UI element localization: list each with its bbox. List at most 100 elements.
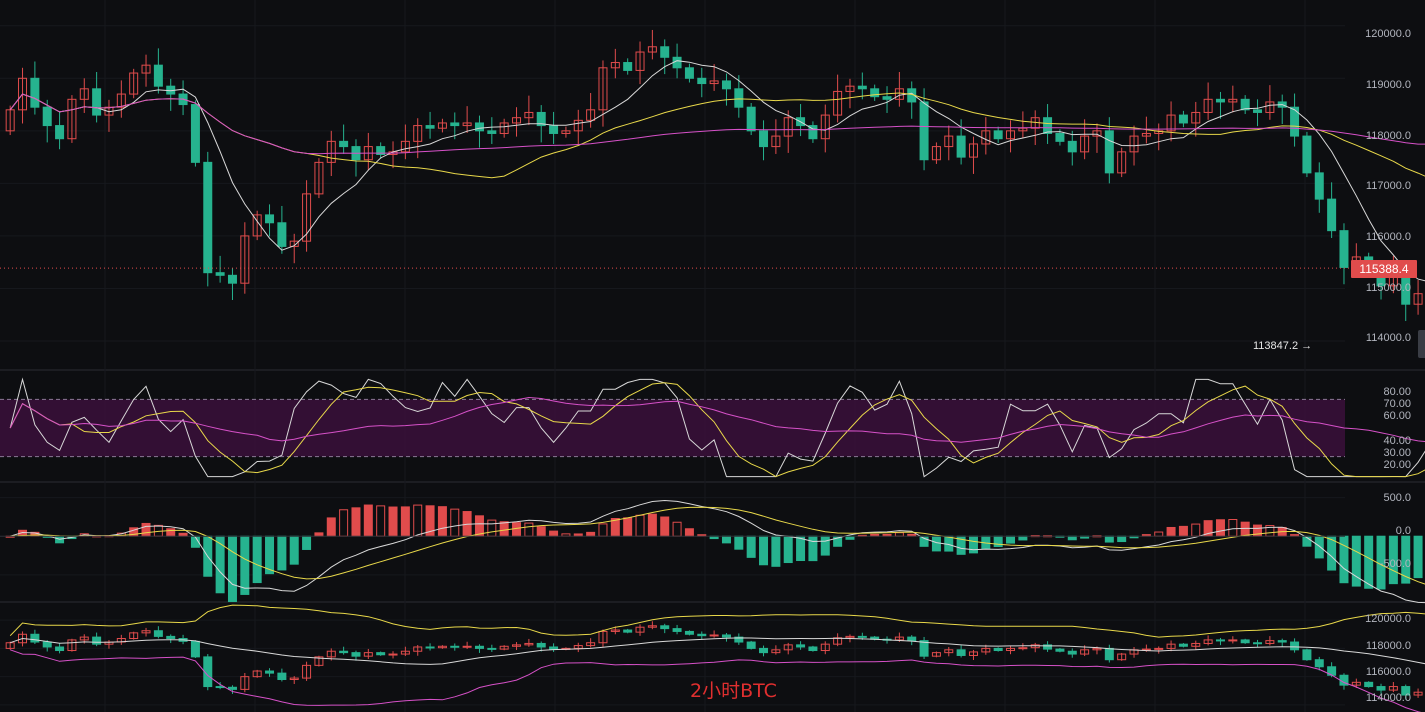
macd-histogram-bar: [302, 535, 312, 550]
candle-body: [153, 64, 163, 87]
macd-histogram-bar: [277, 535, 287, 571]
macd-histogram-bar: [1388, 535, 1398, 585]
candle-body: [227, 274, 237, 284]
mini-candle-body: [1265, 640, 1275, 644]
mini-candle-body: [437, 645, 447, 649]
candle-body: [808, 125, 818, 140]
candle-body: [42, 106, 52, 127]
candle-body: [1215, 98, 1225, 103]
macd-histogram-bar: [931, 535, 941, 552]
macd-histogram-bar: [1228, 518, 1238, 537]
candle-body: [437, 122, 447, 129]
boll-upper-line: [9, 604, 1425, 638]
candle-body: [734, 88, 744, 108]
candle-body: [425, 125, 435, 129]
macd-histogram-bar: [919, 535, 929, 547]
macd-histogram-bar: [783, 535, 793, 564]
macd-histogram-bar: [413, 504, 423, 537]
mini-candle-body: [215, 686, 225, 689]
mini-candle-body: [1277, 640, 1287, 643]
mini-candle-body: [351, 652, 361, 657]
mini-candle-body: [759, 647, 769, 654]
macd-histogram-bar: [351, 507, 361, 537]
macd-tick-0: 0.0: [1395, 525, 1411, 537]
ma-fast-line: [9, 60, 1425, 282]
mini-candle-body: [1080, 649, 1090, 655]
candle-body: [697, 77, 707, 85]
mini-candle-body: [166, 635, 176, 640]
candle-body: [1117, 151, 1127, 174]
mini-candle-body: [1178, 643, 1188, 647]
candle-body: [203, 161, 213, 274]
macd-histogram-bar: [1401, 535, 1411, 584]
candle-body: [215, 272, 225, 276]
mini-candle-body: [1215, 639, 1225, 642]
candle-body: [55, 125, 65, 140]
mini-candle-body: [931, 652, 941, 657]
macd-histogram-bar: [746, 535, 756, 558]
macd-histogram-bar: [252, 535, 262, 584]
macd-histogram-bar: [499, 521, 509, 537]
candle-body: [462, 122, 472, 127]
mini-candle-body: [302, 664, 312, 679]
mini-candle-body: [1290, 641, 1300, 651]
macd-dif-line: [10, 499, 1425, 604]
candle-body: [660, 46, 670, 58]
price-tick-3: 117000.0: [1365, 180, 1411, 192]
macd-histogram-bar: [314, 532, 324, 537]
mini-candle-body: [326, 650, 336, 658]
mini-candle-body: [796, 644, 806, 648]
mini-candle-body: [833, 637, 843, 645]
mini-candle-body: [647, 625, 657, 628]
mini-candle-body: [252, 670, 262, 678]
price-tick-4: 116000.0: [1365, 231, 1411, 243]
macd-tick-neg500: -500.0: [1379, 558, 1411, 570]
low-price-marker: 113847.2 →: [1253, 340, 1313, 352]
mini-candle-body: [1314, 659, 1324, 668]
candle-body: [1240, 98, 1250, 111]
macd-histogram-bar: [227, 535, 237, 603]
mini-candle-body: [956, 649, 966, 656]
candle-body: [1253, 109, 1263, 113]
candle-body: [450, 122, 460, 127]
mini-candle-body: [635, 626, 645, 633]
macd-histogram-bar: [549, 530, 559, 537]
candle-body: [314, 161, 324, 195]
price-tick-0: 120000.0: [1365, 28, 1411, 40]
mini-candle-body: [487, 647, 497, 650]
macd-histogram-bar: [647, 513, 657, 537]
candle-body: [1191, 111, 1201, 124]
candle-body: [1055, 132, 1065, 142]
scale-handle[interactable]: [1418, 330, 1425, 358]
candle-body: [1067, 140, 1077, 153]
mini-candle-body: [240, 676, 250, 690]
candle-body: [536, 111, 546, 127]
mini-candle-body: [610, 629, 620, 632]
mini-candle-body: [1203, 639, 1213, 644]
mini-candle-body: [388, 653, 398, 656]
mini-candle-body: [1154, 647, 1164, 650]
mini-candle-body: [30, 633, 40, 643]
candle-body: [586, 109, 596, 121]
mini-tick-3: 114000.0: [1365, 692, 1411, 704]
mini-candle-body: [1364, 681, 1374, 688]
macd-histogram-bar: [166, 528, 176, 537]
macd-histogram-bar: [623, 517, 633, 537]
mini-candle-body: [536, 642, 546, 648]
macd-histogram-bar: [1006, 535, 1016, 544]
candle-body: [92, 88, 102, 116]
candle-body: [931, 146, 941, 161]
mini-candle-body: [1388, 686, 1398, 691]
macd-histogram-bar: [240, 535, 250, 595]
candle-body: [67, 98, 77, 140]
mini-candle-body: [1104, 647, 1114, 661]
mini-candle-body: [672, 628, 682, 632]
candle-body: [1018, 127, 1028, 132]
candle-body: [487, 130, 497, 134]
candle-body: [18, 77, 28, 111]
mini-candle-body: [363, 652, 373, 657]
candle-body: [1043, 117, 1053, 134]
mini-candle-body: [1253, 642, 1263, 645]
mini-candle-body: [55, 646, 65, 652]
